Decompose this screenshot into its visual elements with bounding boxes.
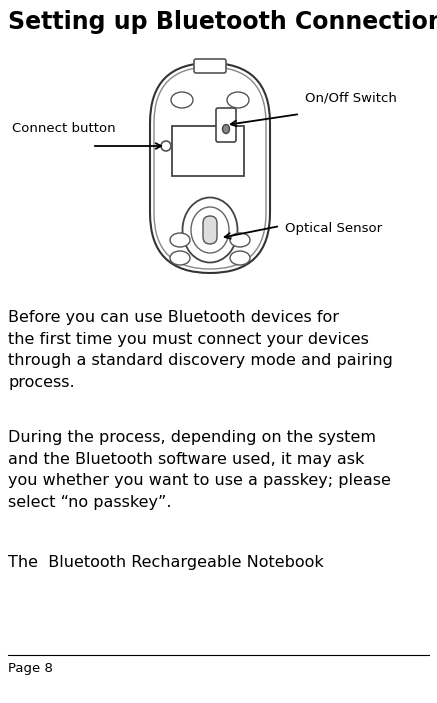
Text: The  Bluetooth Rechargeable Notebook: The Bluetooth Rechargeable Notebook — [8, 555, 324, 570]
Ellipse shape — [230, 251, 250, 265]
FancyBboxPatch shape — [150, 63, 270, 273]
Bar — [172, 126, 244, 176]
Text: On/Off Switch: On/Off Switch — [305, 91, 397, 105]
Text: Before you can use Bluetooth devices for
the first time you must connect your de: Before you can use Bluetooth devices for… — [8, 310, 393, 389]
FancyBboxPatch shape — [216, 108, 236, 142]
Ellipse shape — [191, 207, 229, 253]
FancyBboxPatch shape — [203, 216, 217, 244]
Text: Page 8: Page 8 — [8, 662, 53, 675]
Ellipse shape — [170, 251, 190, 265]
Ellipse shape — [230, 233, 250, 247]
Ellipse shape — [183, 198, 237, 262]
Ellipse shape — [161, 141, 171, 151]
Text: Setting up Bluetooth Connection: Setting up Bluetooth Connection — [8, 10, 437, 34]
Text: Optical Sensor: Optical Sensor — [285, 222, 382, 235]
Ellipse shape — [170, 233, 190, 247]
Text: Connect button: Connect button — [12, 122, 116, 134]
FancyBboxPatch shape — [194, 59, 226, 73]
Ellipse shape — [222, 124, 229, 134]
Ellipse shape — [227, 92, 249, 108]
Text: During the process, depending on the system
and the Bluetooth software used, it : During the process, depending on the sys… — [8, 430, 391, 510]
Ellipse shape — [171, 92, 193, 108]
